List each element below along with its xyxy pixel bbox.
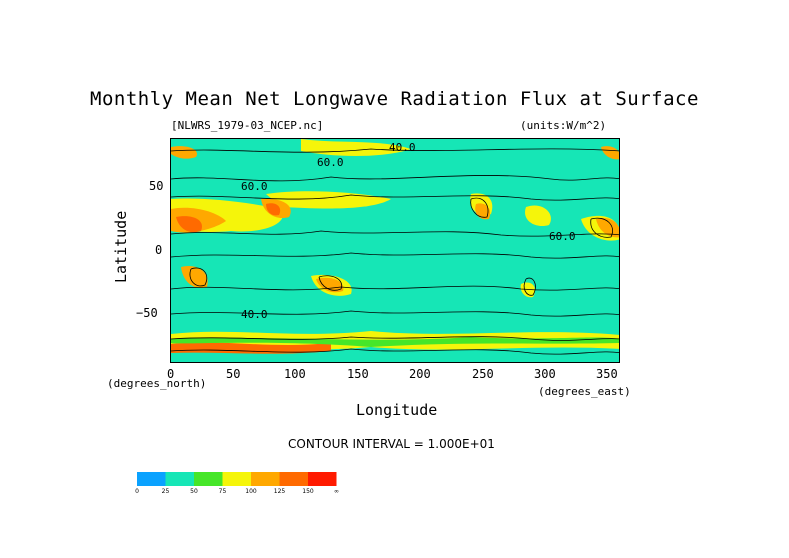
x-tick-label: 350 [596,367,618,381]
colorbar-bin [222,472,251,486]
contour-interval-label: CONTOUR INTERVAL = 1.000E+01 [288,437,495,451]
y-axis-label: Latitude [112,210,130,283]
contour-line [171,175,619,182]
contour-label: 60.0 [241,180,268,193]
contour-line [171,230,619,237]
contour-line [171,194,619,201]
y-units-label: (degrees_north) [107,377,207,390]
field-patch [316,277,344,293]
field-patch [176,216,202,233]
units-label: (units:W/m^2) [520,119,607,132]
contour-label: 40.0 [241,308,268,321]
contour-line [171,336,619,341]
x-tick-label: 300 [534,367,556,381]
colorbar-label: 0 [135,488,139,495]
x-tick-label: 150 [347,367,369,381]
contour-line [318,275,343,291]
colorbar-label: 150 [302,488,314,495]
field-patch [171,146,197,159]
contour-line [189,267,208,287]
field-patch [171,139,619,201]
x-tick-label: 0 [167,367,175,381]
field-patch [171,337,619,347]
x-axis-label: Longitude [356,401,438,419]
field-patch [601,146,619,160]
y-tick-label: −50 [136,306,158,320]
x-units-label: (degrees_east) [538,385,631,398]
colorbar-label: 100 [245,488,257,495]
x-tick-label: 250 [472,367,494,381]
file-label: [NLWRS_1979-03_NCEP.nc] [171,119,324,132]
field-patch [171,342,331,354]
y-tick-label: 0 [155,243,163,257]
contour-line [590,217,613,238]
contour-line [171,310,619,317]
colorbar-label: 50 [190,488,198,495]
x-tick-label: 200 [409,367,431,381]
colorbar [137,471,339,490]
field-patch [181,265,208,289]
x-tick-label: 100 [284,367,306,381]
field-patch [475,203,491,220]
colorbar-bin [165,472,194,486]
contour-line [171,285,619,291]
colorbar-bin [194,472,223,486]
colorbar-bin [279,472,308,486]
field-patch [171,228,619,259]
contour-label: 60.0 [317,156,344,169]
field-patch [525,205,551,227]
field-patch [596,218,619,238]
colorbar-bin [251,472,280,486]
colorbar-bin [137,472,166,486]
x-tick-label: 50 [226,367,241,381]
colorbar-label: 75 [218,488,227,495]
contour-line [171,348,619,355]
contour-line [523,277,536,296]
contour-line [171,252,619,259]
field-patch [266,203,281,216]
colorbar-label: ∞ [334,488,339,495]
colorbar-label: 125 [273,488,286,495]
heatmap-plot: 40.0 60.0 60.0 60.0 40.0 [170,138,620,363]
colorbar-label: 25 [161,488,170,495]
contour-line [171,148,619,153]
y-tick-label: 50 [149,179,164,193]
colorbar-bin [308,472,337,486]
chart-title: Monthly Mean Net Longwave Radiation Flux… [90,88,699,110]
contour-label: 40.0 [389,141,416,154]
contour-label: 60.0 [549,230,576,243]
contour-line [470,197,489,218]
field-patch [567,159,619,229]
